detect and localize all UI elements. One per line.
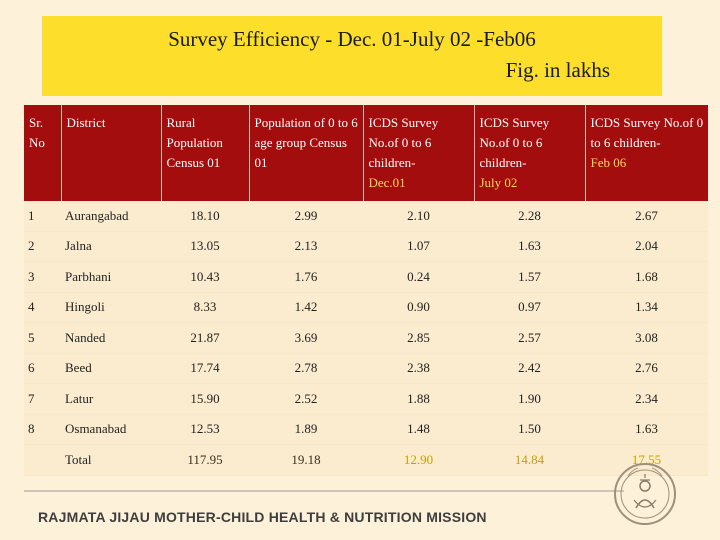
header-row: Sr. No District Rural Population Census …	[24, 105, 708, 201]
header-sr-no: Sr. No	[24, 105, 62, 201]
cell-pop06: 2.13	[249, 231, 363, 262]
cell-dec01: 2.10	[363, 201, 474, 232]
cell-district: Aurangabad	[61, 201, 161, 232]
table-row: 6 Beed 17.74 2.78 2.38 2.42 2.76	[24, 353, 708, 384]
cell-feb06: 3.08	[585, 322, 708, 354]
cell-sr: 2	[24, 231, 61, 262]
cell-sr-empty	[24, 444, 61, 476]
cell-district: Beed	[61, 353, 161, 384]
cell-rural: 10.43	[161, 261, 249, 293]
header-icds-jul02-label: ICDS Survey No.of 0 to 6 children-	[479, 115, 550, 170]
table-row: 8 Osmanabad 12.53 1.89 1.48 1.50 1.63	[24, 414, 708, 445]
footer-divider	[24, 490, 624, 492]
cell-pop06: 2.99	[249, 201, 363, 232]
cell-pop06: 2.52	[249, 383, 363, 415]
header-rural-population: Rural Population Census 01	[161, 105, 250, 201]
title-banner: Survey Efficiency - Dec. 01-July 02 -Feb…	[42, 16, 662, 96]
cell-sr: 5	[24, 322, 61, 354]
cell-feb06: 1.68	[585, 261, 708, 293]
table-row: 1 Aurangabad 18.10 2.99 2.10 2.28 2.67	[24, 201, 708, 232]
cell-feb06: 2.67	[585, 201, 708, 232]
cell-rural: 17.74	[161, 353, 249, 384]
footer-mission-name: RAJMATA JIJAU MOTHER-CHILD HEALTH & NUTR…	[38, 509, 487, 525]
cell-pop06: 1.89	[249, 414, 363, 445]
cell-jul02: 1.90	[474, 383, 585, 415]
header-icds-feb06-label: ICDS Survey No.of 0 to 6 children-	[590, 115, 704, 150]
header-population-0-6: Population of 0 to 6 age group Census 01	[249, 105, 364, 201]
cell-sr: 4	[24, 292, 61, 323]
cell-dec01: 2.85	[363, 322, 474, 354]
cell-jul02: 2.42	[474, 353, 585, 384]
cell-sr: 8	[24, 414, 61, 445]
cell-pop06: 3.69	[249, 322, 363, 354]
total-jul02: 14.84	[474, 444, 585, 476]
cell-rural: 13.05	[161, 231, 249, 262]
cell-jul02: 2.57	[474, 322, 585, 354]
cell-feb06: 2.34	[585, 383, 708, 415]
total-rural: 117.95	[161, 444, 249, 476]
cell-rural: 15.90	[161, 383, 249, 415]
cell-dec01: 1.48	[363, 414, 474, 445]
page-title: Survey Efficiency - Dec. 01-July 02 -Feb…	[168, 27, 536, 51]
cell-dec01: 2.38	[363, 353, 474, 384]
header-icds-dec01-label: ICDS Survey No.of 0 to 6 children-	[368, 115, 439, 170]
table-row: 3 Parbhani 10.43 1.76 0.24 1.57 1.68	[24, 261, 708, 293]
cell-jul02: 1.50	[474, 414, 585, 445]
header-icds-jul02-period: July 02	[479, 175, 518, 190]
cell-jul02: 2.28	[474, 201, 585, 232]
cell-district: Parbhani	[61, 261, 161, 293]
total-row: Total 117.95 19.18 12.90 14.84 17.55	[24, 444, 708, 476]
cell-sr: 3	[24, 261, 61, 293]
cell-pop06: 1.76	[249, 261, 363, 293]
cell-feb06: 1.63	[585, 414, 708, 445]
cell-jul02: 1.57	[474, 261, 585, 293]
cell-district: Jalna	[61, 231, 161, 262]
survey-table: Sr. No District Rural Population Census …	[24, 105, 708, 476]
header-icds-feb06: ICDS Survey No.of 0 to 6 children- Feb 0…	[585, 105, 708, 201]
cell-dec01: 0.90	[363, 292, 474, 323]
cell-pop06: 1.42	[249, 292, 363, 323]
table-row: 5 Nanded 21.87 3.69 2.85 2.57 3.08	[24, 322, 708, 354]
cell-dec01: 1.07	[363, 231, 474, 262]
cell-rural: 18.10	[161, 201, 249, 232]
cell-rural: 8.33	[161, 292, 249, 323]
cell-feb06: 1.34	[585, 292, 708, 323]
cell-feb06: 2.76	[585, 353, 708, 384]
header-icds-jul02: ICDS Survey No.of 0 to 6 children- July …	[474, 105, 586, 201]
cell-rural: 12.53	[161, 414, 249, 445]
header-icds-feb06-period: Feb 06	[590, 155, 627, 170]
header-district: District	[61, 105, 162, 201]
seal-emblem-icon	[614, 463, 676, 525]
cell-rural: 21.87	[161, 322, 249, 354]
table-row: 7 Latur 15.90 2.52 1.88 1.90 2.34	[24, 383, 708, 415]
header-icds-dec01: ICDS Survey No.of 0 to 6 children- Dec.0…	[363, 105, 475, 201]
total-pop06: 19.18	[249, 444, 363, 476]
total-label: Total	[61, 444, 161, 476]
cell-sr: 1	[24, 201, 61, 232]
cell-sr: 6	[24, 353, 61, 384]
cell-pop06: 2.78	[249, 353, 363, 384]
units-note: Fig. in lakhs	[505, 58, 610, 82]
total-feb06: 17.55	[585, 444, 708, 476]
cell-jul02: 0.97	[474, 292, 585, 323]
cell-feb06: 2.04	[585, 231, 708, 262]
table-row: 4 Hingoli 8.33 1.42 0.90 0.97 1.34	[24, 292, 708, 323]
cell-district: Nanded	[61, 322, 161, 354]
cell-district: Latur	[61, 383, 161, 415]
total-dec01: 12.90	[363, 444, 474, 476]
cell-district: Osmanabad	[61, 414, 161, 445]
cell-jul02: 1.63	[474, 231, 585, 262]
cell-sr: 7	[24, 383, 61, 415]
cell-district: Hingoli	[61, 292, 161, 323]
header-icds-dec01-period: Dec.01	[368, 175, 406, 190]
table-row: 2 Jalna 13.05 2.13 1.07 1.63 2.04	[24, 231, 708, 262]
cell-dec01: 0.24	[363, 261, 474, 293]
cell-dec01: 1.88	[363, 383, 474, 415]
